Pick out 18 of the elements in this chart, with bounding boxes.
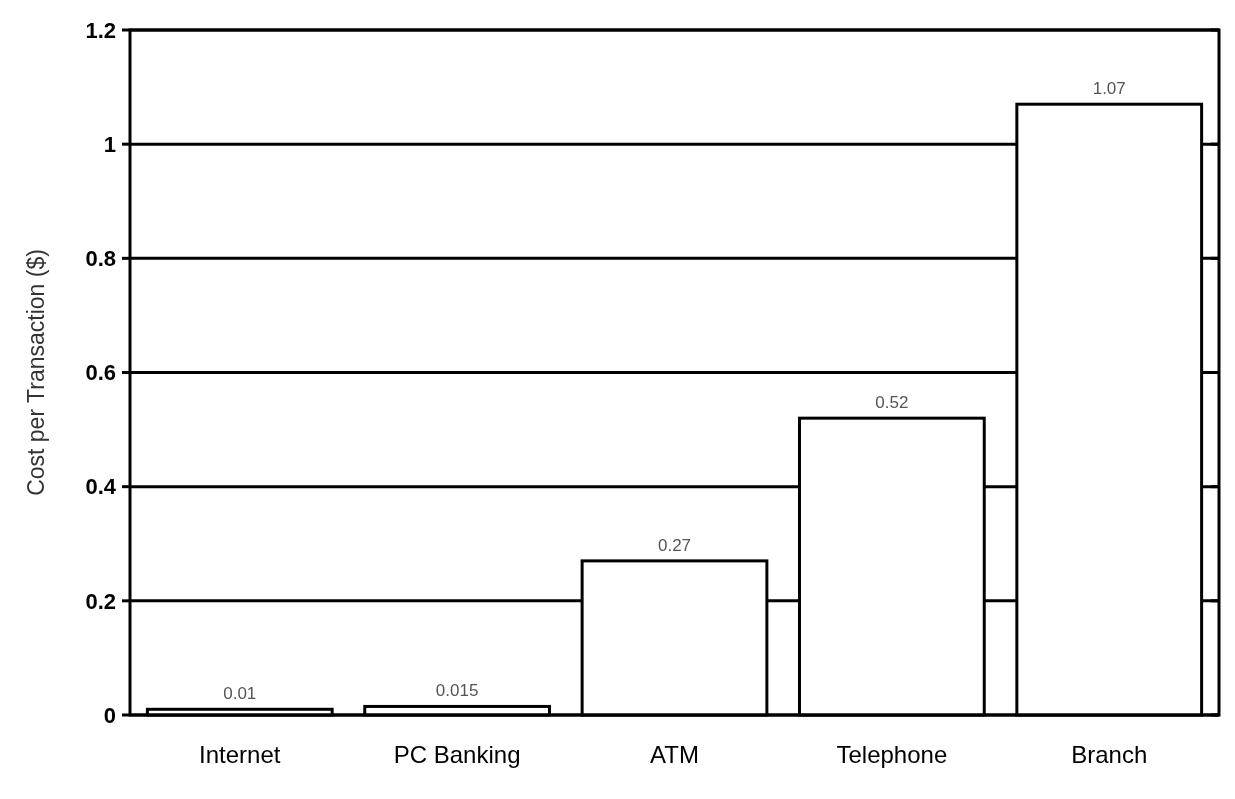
y-axis-title: Cost per Transaction ($): [23, 249, 50, 496]
y-tick-label: 1: [103, 131, 116, 157]
data-label: 0.27: [657, 535, 692, 555]
y-tick-label: 0.6: [85, 360, 116, 386]
y-tick-label: 0.4: [85, 474, 117, 500]
x-tick-label: Branch: [1071, 741, 1148, 768]
x-tick-label: Telephone: [836, 741, 948, 768]
data-label: 0.01: [223, 684, 257, 704]
data-label: 1.07: [1092, 79, 1126, 99]
y-tick-label: 0: [103, 702, 116, 728]
x-tick-label: PC Banking: [393, 741, 521, 768]
y-tick-label: 1.2: [85, 17, 116, 43]
data-label: 0.52: [875, 393, 909, 413]
data-label: 0.015: [435, 681, 479, 701]
x-tick-label: Internet: [199, 741, 281, 768]
x-tick-label: ATM: [650, 741, 699, 768]
y-tick-label: 0.8: [85, 246, 116, 272]
y-tick-label: 0.2: [85, 588, 116, 614]
